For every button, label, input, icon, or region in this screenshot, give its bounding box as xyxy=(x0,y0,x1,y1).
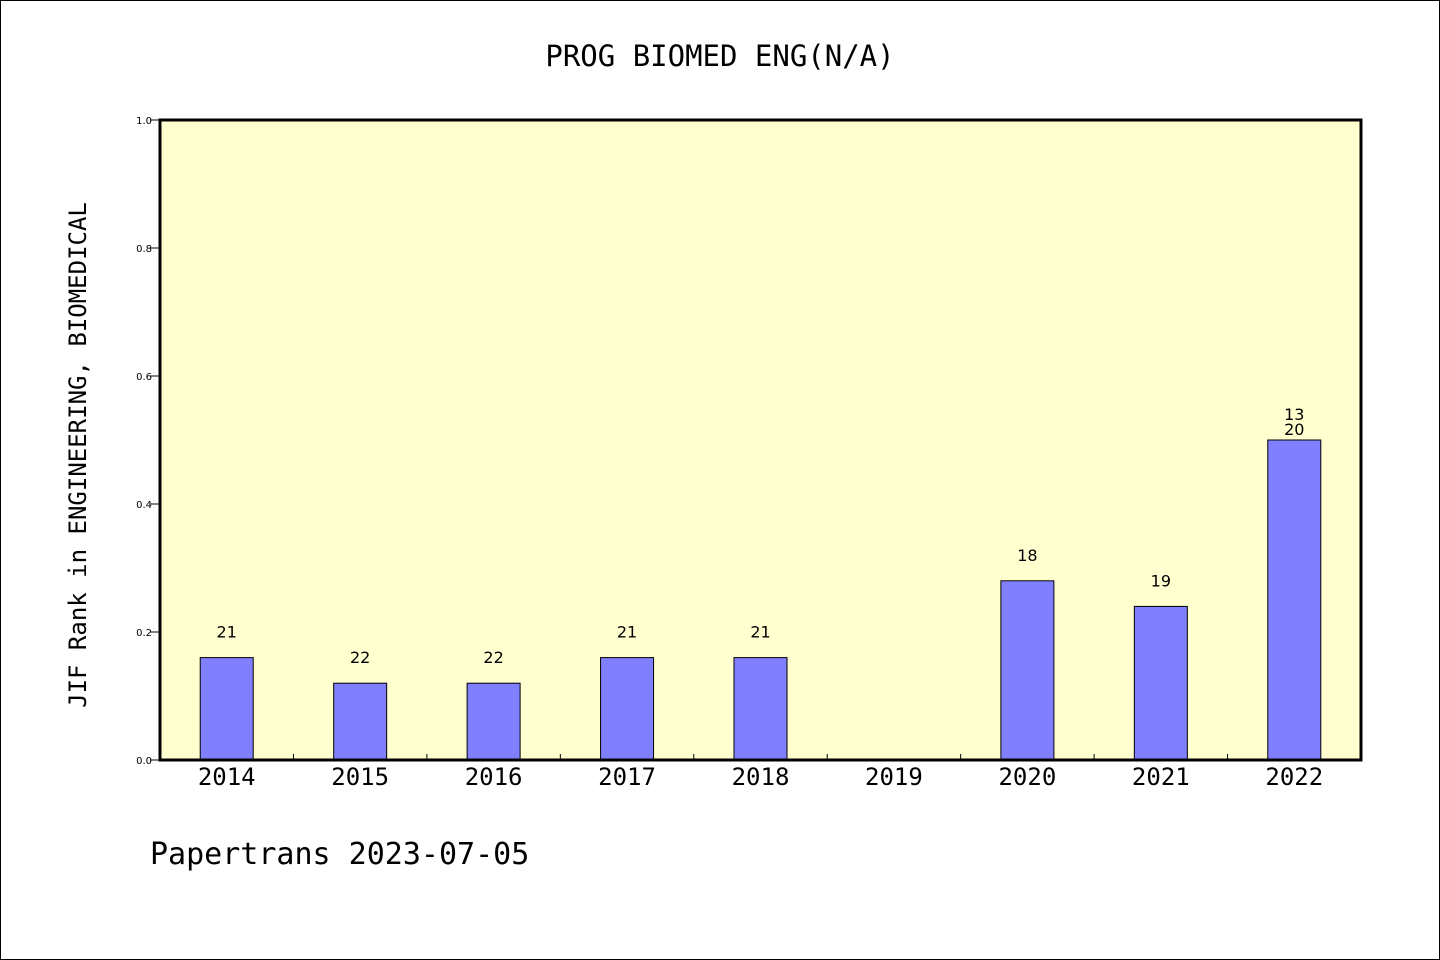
bar-2018 xyxy=(733,657,788,761)
x-axis-ticks: 2014 2015 2016 2017 2018 2019 2020 2021 2022 xyxy=(198,754,1323,791)
y-tick-label: 0.6 xyxy=(136,372,152,383)
data-label: 19 xyxy=(1151,571,1171,590)
plot-border xyxy=(158,118,1363,762)
bar-2017 xyxy=(600,657,655,761)
data-label: 22 xyxy=(483,648,503,667)
y-tick-label: 0.4 xyxy=(136,500,152,511)
data-label: 21 xyxy=(617,623,637,642)
y-axis-ticks: 0.0 0.2 0.4 0.6 0.8 1.0 xyxy=(136,116,160,767)
x-tick-label: 2018 xyxy=(732,763,790,791)
y-axis-label: JIF Rank in ENGINEERING, BIOMEDICAL xyxy=(64,202,92,708)
bars xyxy=(199,439,1322,761)
x-tick-label: 2020 xyxy=(998,763,1056,791)
data-label: 21 xyxy=(750,623,770,642)
x-tick-label: 2019 xyxy=(865,763,923,791)
x-tick-label: 2021 xyxy=(1132,763,1190,791)
data-label: 18 xyxy=(1017,546,1037,565)
data-label: 13 xyxy=(1284,405,1304,424)
bar-2014 xyxy=(199,657,254,761)
bar-2020 xyxy=(1000,580,1055,761)
x-tick-label: 2022 xyxy=(1265,763,1323,791)
y-tick-label: 0.8 xyxy=(136,244,152,255)
x-tick-label: 2016 xyxy=(465,763,523,791)
y-tick-label: 0.2 xyxy=(136,628,152,639)
chart-title: PROG BIOMED ENG(N/A) xyxy=(545,39,894,73)
footer-credit: Papertrans 2023-07-05 xyxy=(150,837,529,872)
bar-2022 xyxy=(1267,439,1322,761)
data-label: 22 xyxy=(350,648,370,667)
x-tick-label: 2017 xyxy=(598,763,656,791)
data-label: 20 xyxy=(1284,420,1304,439)
x-tick-label: 2014 xyxy=(198,763,256,791)
y-tick-label: 1.0 xyxy=(136,116,152,127)
bar-2016 xyxy=(466,682,521,761)
bar-2015 xyxy=(333,682,388,761)
x-tick-label: 2015 xyxy=(331,763,389,791)
bar-2021 xyxy=(1133,605,1188,761)
y-tick-label: 0.0 xyxy=(136,756,152,767)
data-label: 21 xyxy=(217,623,237,642)
